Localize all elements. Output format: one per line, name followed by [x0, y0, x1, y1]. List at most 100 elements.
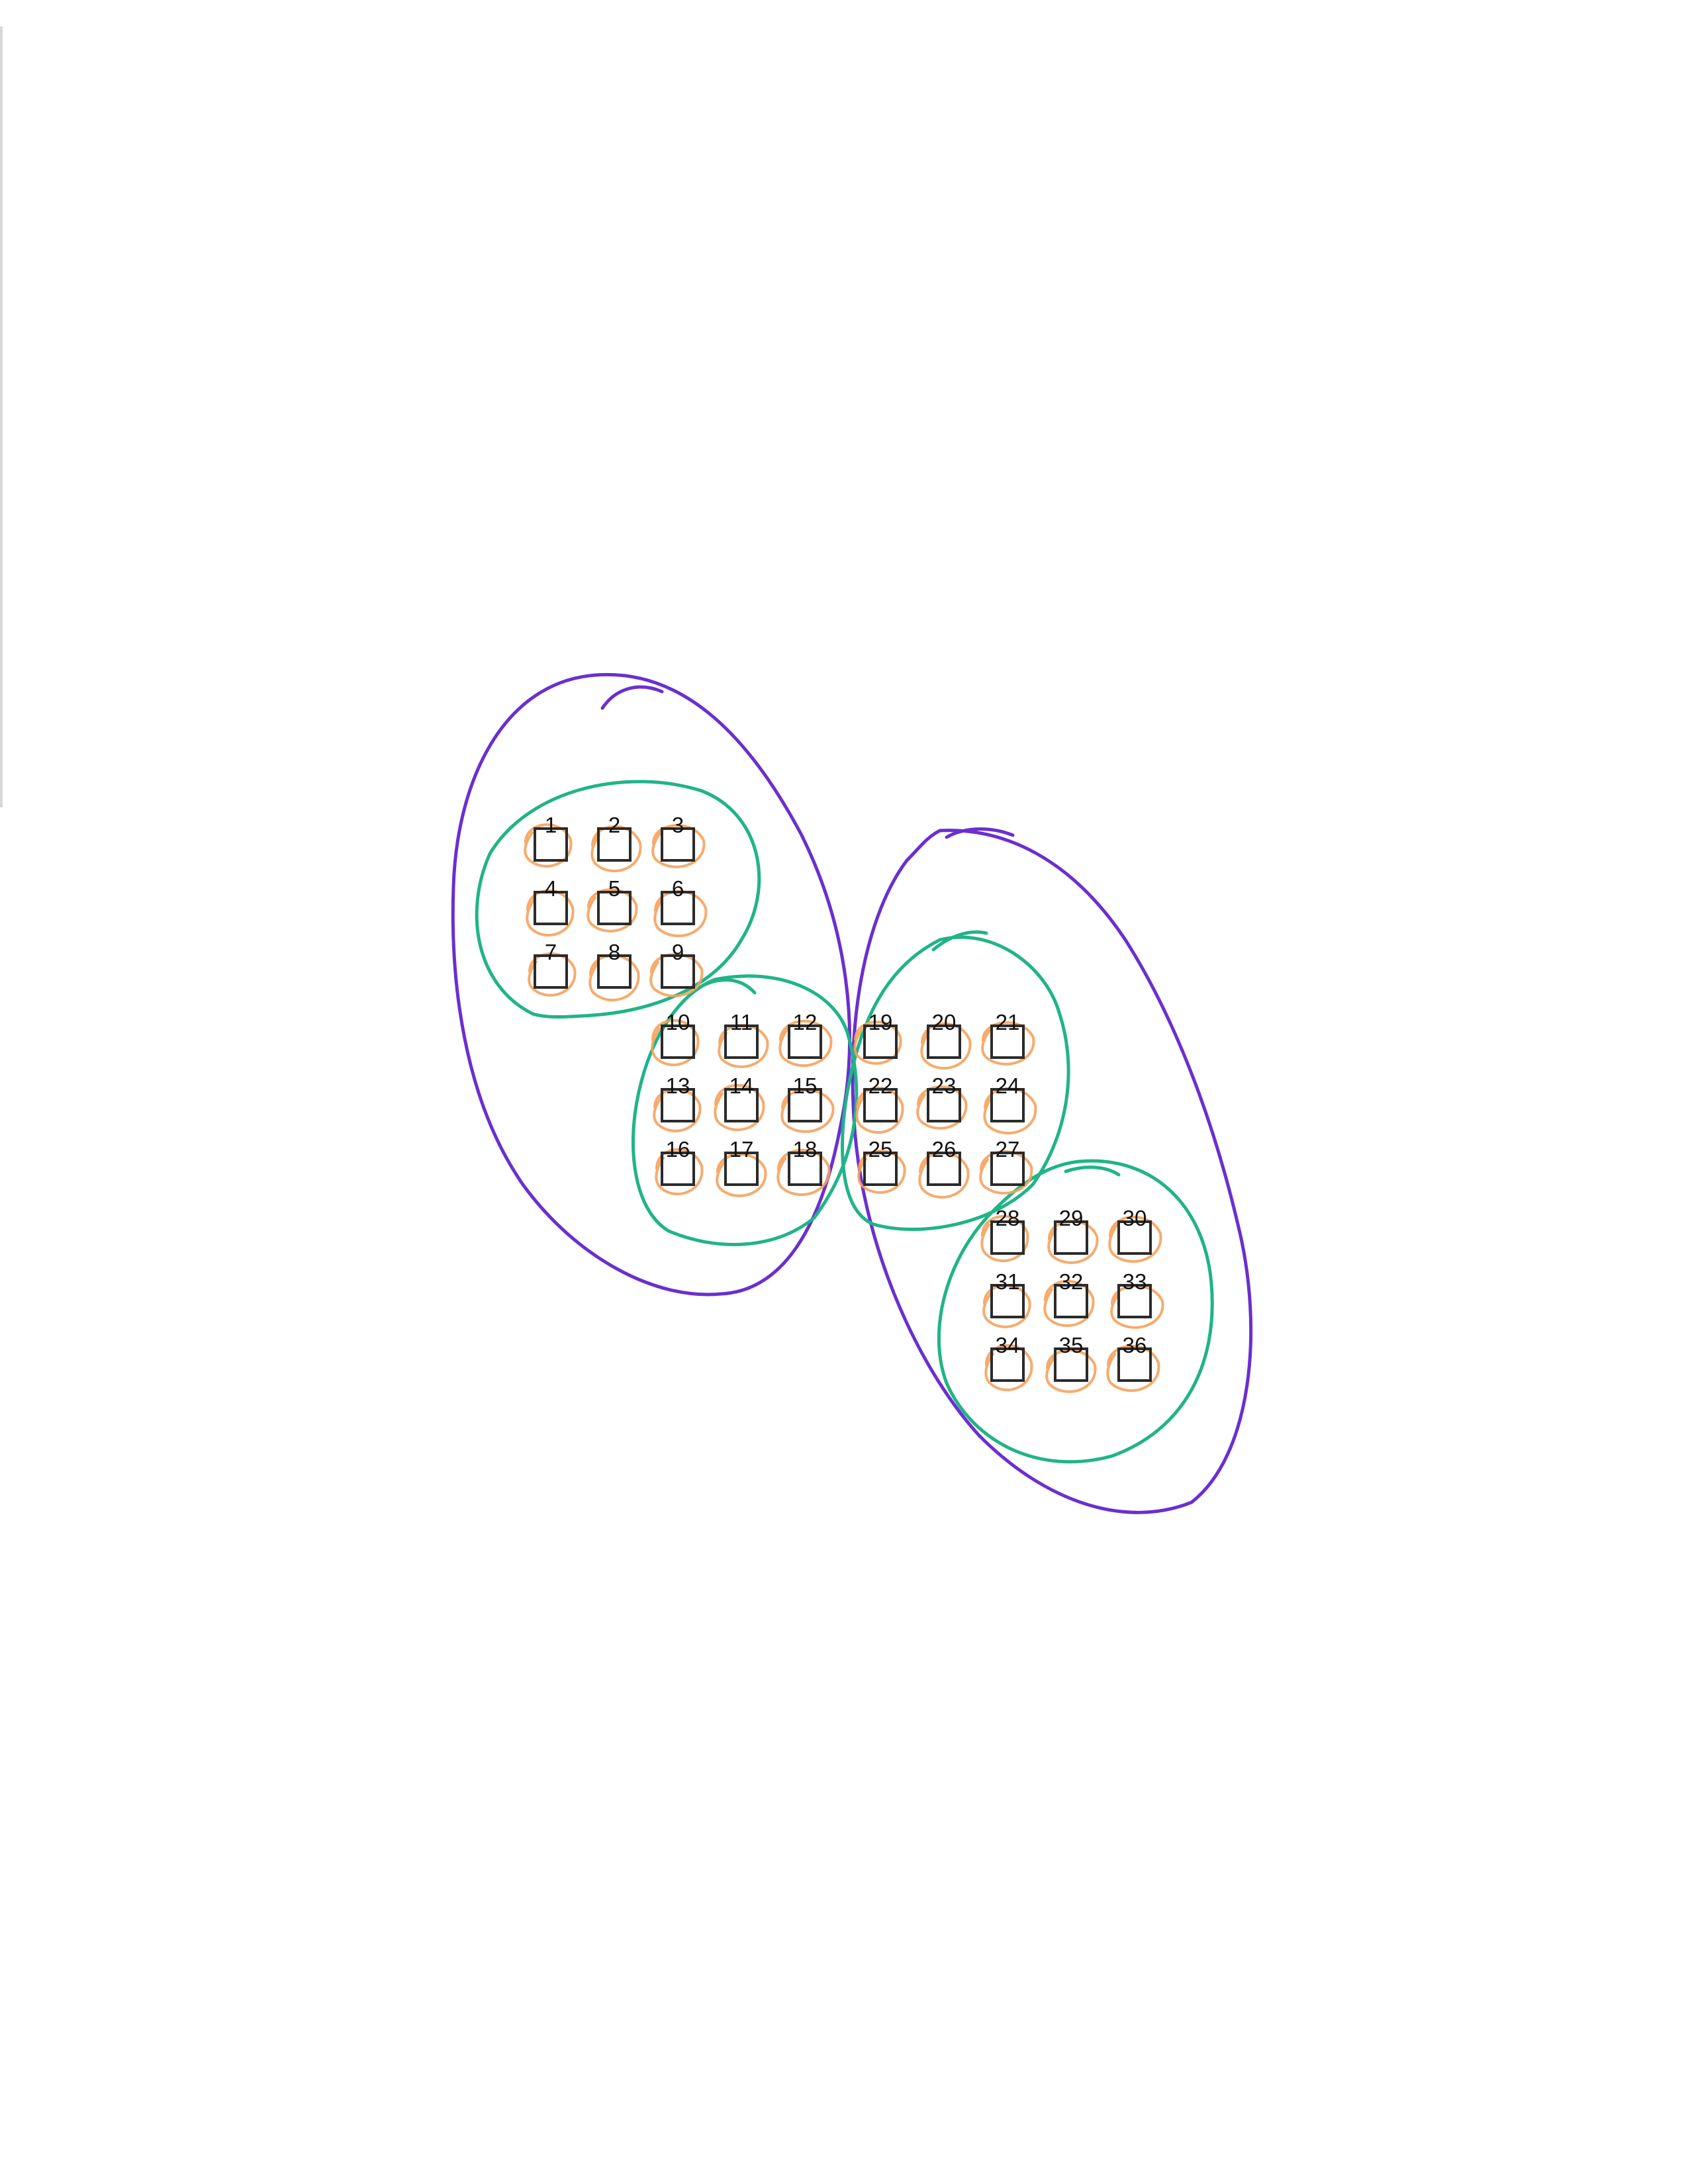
- box-square: [534, 891, 568, 925]
- box-square: [661, 1024, 695, 1059]
- box-square: [990, 1284, 1025, 1318]
- box-label: 33: [1123, 1269, 1147, 1294]
- box-label: 16: [666, 1137, 690, 1161]
- box-label: 1: [545, 813, 557, 837]
- box-28: 28: [990, 1206, 1025, 1255]
- box-square: [597, 891, 632, 925]
- box-label: 36: [1123, 1333, 1147, 1357]
- box-square: [661, 1152, 695, 1186]
- box-24: 24: [990, 1073, 1025, 1122]
- box-7: 7: [534, 940, 568, 989]
- box-11: 11: [724, 1010, 759, 1059]
- box-23: 23: [927, 1073, 961, 1122]
- box-27: 27: [990, 1137, 1025, 1186]
- box-32: 32: [1054, 1269, 1088, 1318]
- box-4: 4: [534, 876, 568, 925]
- item-loop-19: [853, 1021, 902, 1065]
- item-loop-21: [981, 1021, 1035, 1066]
- box-label: 2: [608, 813, 620, 837]
- box-36: 36: [1117, 1333, 1152, 1382]
- box-square: [788, 1088, 822, 1122]
- box-square: [597, 954, 632, 989]
- item-loop-1: [524, 823, 573, 868]
- box-16: 16: [661, 1137, 695, 1186]
- box-21: 21: [990, 1010, 1025, 1059]
- box-label: 11: [730, 1010, 753, 1034]
- box-square: [1054, 1347, 1088, 1382]
- box-label: 17: [729, 1137, 754, 1161]
- box-label: 7: [545, 940, 557, 964]
- box-label: 5: [608, 876, 620, 901]
- box-square: [1054, 1284, 1088, 1318]
- box-label: 15: [793, 1073, 818, 1098]
- box-square: [927, 1088, 961, 1122]
- box-9: 9: [661, 940, 695, 989]
- box-20: 20: [927, 1010, 961, 1059]
- item-loop-15: [780, 1089, 835, 1133]
- box-label: 34: [996, 1333, 1020, 1357]
- box-5: 5: [597, 876, 632, 925]
- box-10: 10: [661, 1010, 695, 1059]
- box-label: 24: [996, 1073, 1020, 1098]
- box-square: [863, 1152, 898, 1186]
- box-15: 15: [788, 1073, 822, 1122]
- box-14: 14: [724, 1073, 759, 1122]
- box-30: 30: [1117, 1206, 1152, 1255]
- box-square: [863, 1024, 898, 1059]
- box-8: 8: [597, 940, 632, 989]
- group-loops: [475, 780, 1214, 1464]
- box-square: [1117, 1220, 1152, 1255]
- box-label: 8: [608, 940, 620, 964]
- box-square: [661, 1088, 695, 1122]
- box-label: 19: [868, 1010, 893, 1034]
- box-square: [788, 1152, 822, 1186]
- box-label: 20: [932, 1010, 957, 1034]
- box-6: 6: [661, 876, 695, 925]
- item-loop-18: [776, 1149, 831, 1197]
- box-label: 12: [793, 1010, 818, 1034]
- box-label: 21: [996, 1010, 1020, 1034]
- box-label: 35: [1059, 1333, 1084, 1357]
- box-label: 14: [729, 1073, 754, 1098]
- item-loop-36: [1106, 1345, 1160, 1392]
- box-square: [661, 954, 695, 989]
- item-loop-16: [655, 1148, 704, 1196]
- box-square: [724, 1088, 759, 1122]
- box-22: 22: [863, 1073, 898, 1122]
- box-square: [724, 1152, 759, 1186]
- box-square: [927, 1152, 961, 1186]
- box-label: 6: [672, 876, 684, 901]
- box-square: [661, 891, 695, 925]
- box-square: [597, 827, 632, 862]
- group-loop-4: [937, 1159, 1214, 1464]
- box-square: [990, 1152, 1025, 1186]
- box-square: [788, 1024, 822, 1059]
- box-square: [661, 827, 695, 862]
- box-square: [990, 1024, 1025, 1059]
- item-loop-34: [984, 1344, 1033, 1392]
- box-18: 18: [788, 1137, 822, 1186]
- box-square: [990, 1088, 1025, 1122]
- box-25: 25: [863, 1137, 898, 1186]
- box-square: [1117, 1284, 1152, 1318]
- box-31: 31: [990, 1269, 1025, 1318]
- box-26: 26: [927, 1137, 961, 1186]
- box-label: 30: [1123, 1206, 1147, 1230]
- item-loop-2: [590, 825, 642, 873]
- box-square: [990, 1347, 1025, 1382]
- box-19: 19: [863, 1010, 898, 1059]
- item-loop-12: [778, 1020, 833, 1068]
- box-square: [863, 1088, 898, 1122]
- box-label: 10: [666, 1010, 690, 1034]
- box-label: 29: [1059, 1206, 1084, 1230]
- box-square: [534, 954, 568, 989]
- item-loop-20: [920, 1023, 972, 1070]
- box-square: [534, 827, 568, 862]
- item-loop-35: [1045, 1349, 1097, 1393]
- box-label: 26: [932, 1137, 957, 1161]
- box-label: 9: [672, 940, 684, 964]
- item-loop-3: [651, 824, 706, 868]
